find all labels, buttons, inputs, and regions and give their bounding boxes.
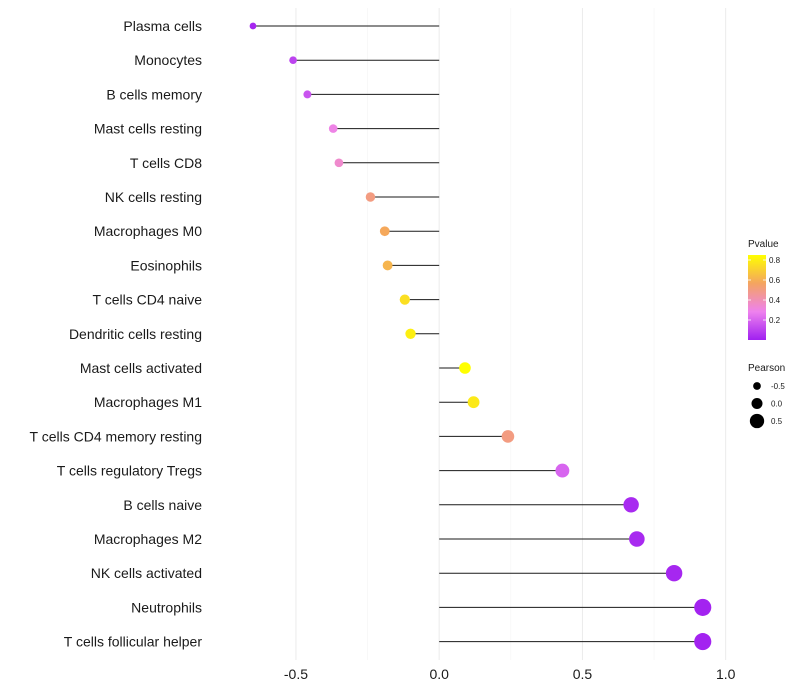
lollipop-point xyxy=(405,328,416,339)
x-tick-label: -0.5 xyxy=(284,666,308,682)
size-legend-point xyxy=(749,413,765,429)
lollipop-point xyxy=(382,260,393,271)
colorbar-tick-label: 0.4 xyxy=(769,296,781,305)
lollipop-point xyxy=(629,531,645,547)
category-label: T cells CD4 memory resting xyxy=(30,428,202,444)
category-labels: Plasma cells Monocytes B cells memory Mast … xyxy=(30,18,203,650)
lollipop-point xyxy=(555,463,570,478)
category-label: Mast cells resting xyxy=(94,121,202,137)
colorbar-tick-label: 0.8 xyxy=(769,256,781,265)
lollipop-point xyxy=(694,633,712,651)
colorbar-tick-label: 0.6 xyxy=(769,276,781,285)
category-label: Eosinophils xyxy=(130,257,202,273)
category-label: T cells CD8 xyxy=(130,155,202,171)
category-label: Macrophages M0 xyxy=(94,223,202,239)
lollipop-point xyxy=(459,362,471,374)
pvalue-legend: Pvalue 0.2 0.4 0.6 0.8 xyxy=(748,239,781,340)
category-label: T cells CD4 naive xyxy=(93,292,203,308)
x-tick-label: 0.5 xyxy=(573,666,593,682)
x-tick-label: 0.0 xyxy=(429,666,449,682)
lollipop-point xyxy=(467,396,480,409)
lollipop-point xyxy=(334,158,344,168)
pearson-legend: Pearson -0.5 0.0 0.5 xyxy=(748,363,785,429)
category-label: Dendritic cells resting xyxy=(69,326,202,342)
x-tick-label: 1.0 xyxy=(716,666,736,682)
category-label: T cells regulatory Tregs xyxy=(57,463,202,479)
colorbar-tick-label: 0.2 xyxy=(769,316,781,325)
lollipop-point xyxy=(379,226,390,237)
size-legend-label: 0.0 xyxy=(771,400,783,409)
lollipop-point xyxy=(303,90,312,99)
category-label: NK cells activated xyxy=(91,565,202,581)
lollipop-point xyxy=(249,22,257,30)
stem-layer xyxy=(252,25,703,643)
lollipop-point xyxy=(694,598,712,616)
lollipop-point xyxy=(399,294,410,305)
category-label: Macrophages M1 xyxy=(94,394,202,410)
category-label: Monocytes xyxy=(134,52,202,68)
lollipop-point xyxy=(289,56,297,65)
lollipop-point xyxy=(365,192,376,202)
category-label: B cells memory xyxy=(106,86,202,102)
lollipop-point xyxy=(328,124,338,133)
category-label: NK cells resting xyxy=(105,189,202,205)
category-label: Neutrophils xyxy=(131,599,202,615)
lollipop-point xyxy=(501,430,515,443)
category-label: Mast cells activated xyxy=(80,360,202,376)
category-label: T cells follicular helper xyxy=(64,634,203,650)
x-axis-ticks: -0.5 0.0 0.5 1.0 xyxy=(284,666,736,682)
dot-layer xyxy=(249,22,712,651)
size-legend-label: -0.5 xyxy=(771,382,785,391)
grid-layer xyxy=(295,8,727,660)
category-label: Macrophages M2 xyxy=(94,531,202,547)
pearson-legend-title: Pearson xyxy=(748,363,785,374)
size-legend-point xyxy=(751,397,763,410)
size-legend-label: 0.5 xyxy=(771,417,783,426)
lollipop-point xyxy=(623,497,639,513)
category-label: B cells naive xyxy=(123,497,202,513)
category-label: Plasma cells xyxy=(123,18,202,34)
lollipop-point xyxy=(665,564,683,582)
size-legend-point xyxy=(753,382,761,390)
pvalue-colorbar xyxy=(748,255,766,340)
pvalue-legend-title: Pvalue xyxy=(748,239,779,250)
